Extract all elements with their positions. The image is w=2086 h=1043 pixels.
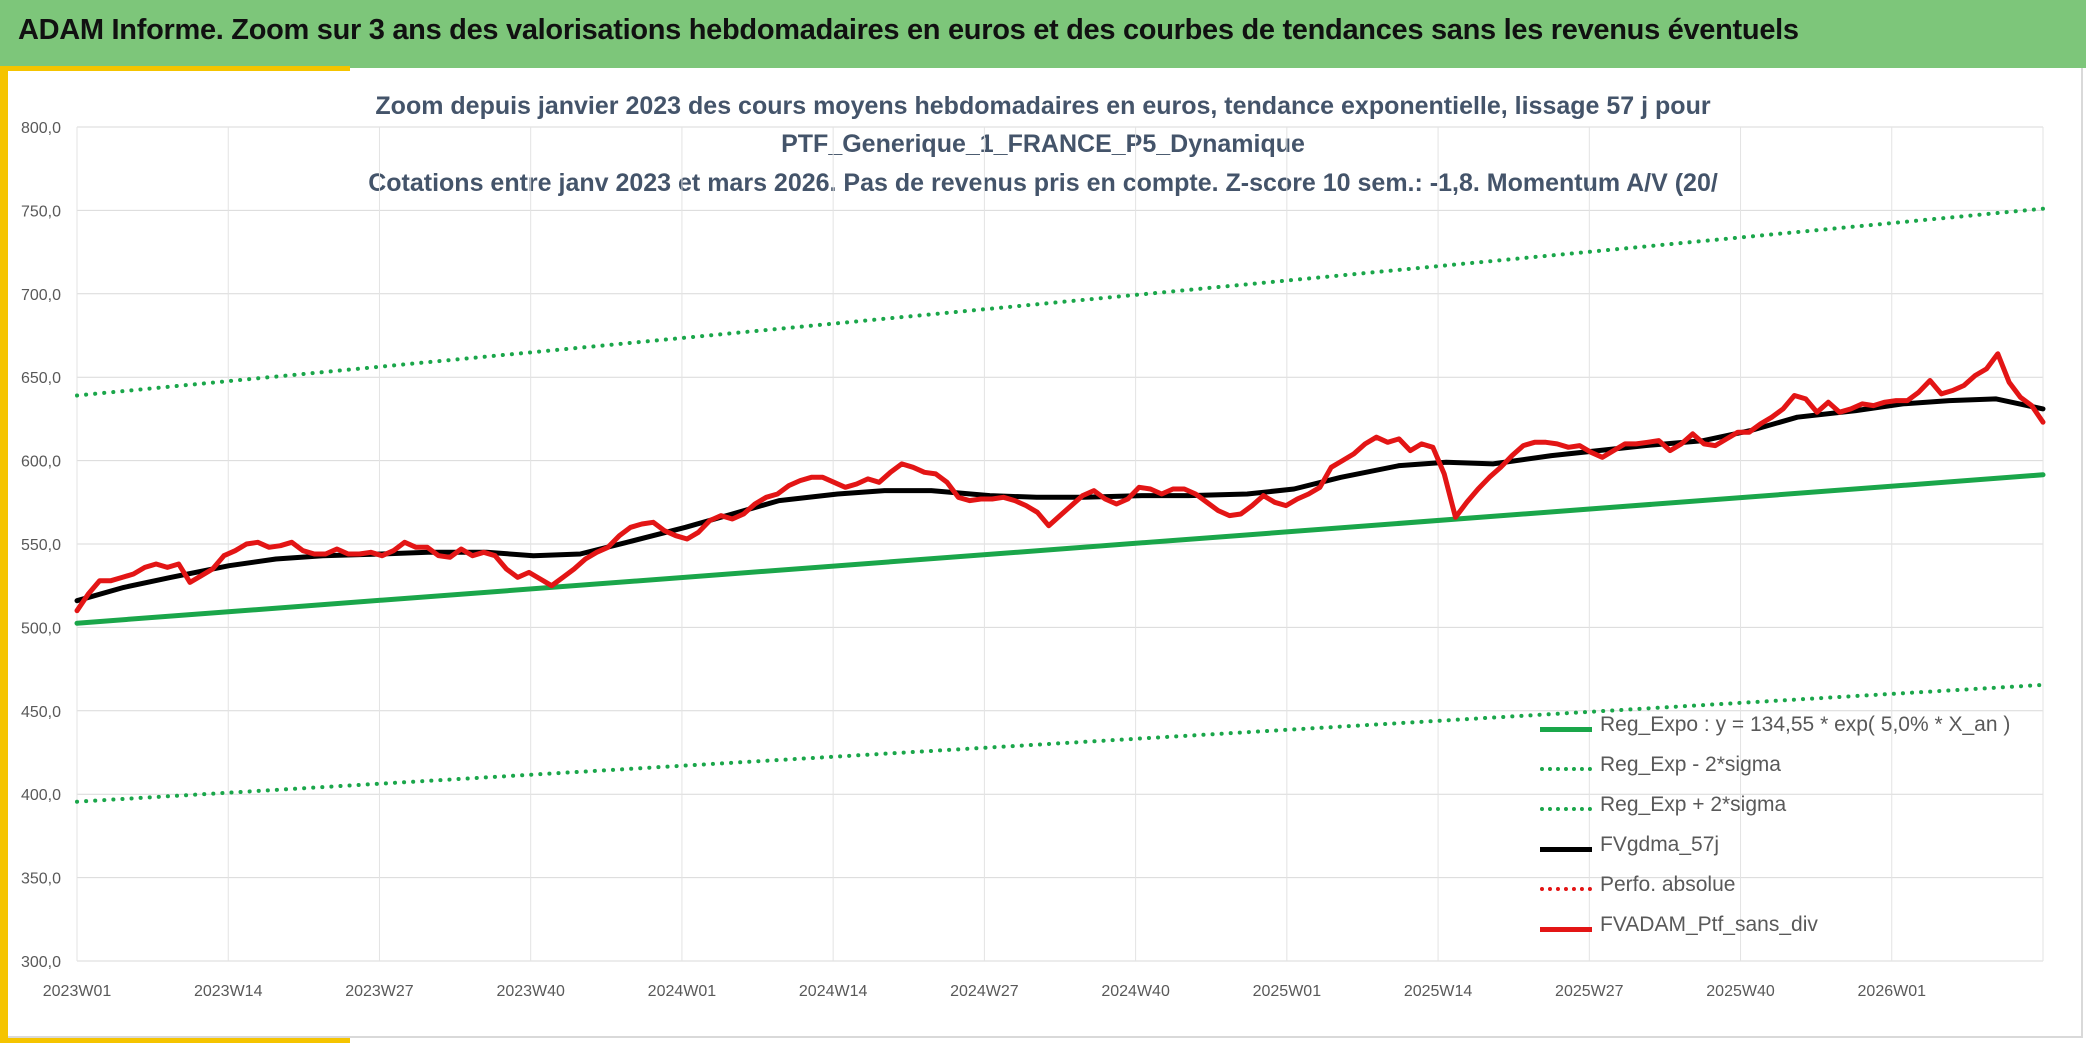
x-tick-label: 2023W40 [496, 983, 565, 1000]
legend-swatch [1540, 727, 1592, 732]
x-tick-label: 2025W40 [1706, 983, 1775, 1000]
y-tick-label: 350,0 [21, 871, 61, 888]
report-title: ADAM Informe. Zoom sur 3 ans des valoris… [18, 14, 1799, 46]
y-axis-ticks: 300,0 350,0 400,0 450,0 500,0 550,0 600,0 650,0… [21, 120, 61, 971]
left-accent-bar [0, 68, 8, 1043]
y-tick-label: 600,0 [21, 454, 61, 471]
legend-swatch [1540, 767, 1592, 771]
bottom-accent-bar [0, 1036, 350, 1043]
legend-label: Reg_Exp + 2*sigma [1600, 793, 1787, 816]
y-tick-label: 750,0 [21, 203, 61, 220]
legend-item: Perfo. absolue [1540, 868, 2080, 908]
legend-swatch [1540, 887, 1592, 891]
report-banner: ADAM Informe. Zoom sur 3 ans des valoris… [0, 0, 2086, 68]
legend-label: FVADAM_Ptf_sans_div [1600, 913, 1818, 936]
chart-frame [8, 68, 2083, 1038]
series-line-reg-exp-2-sigma [75, 206, 2045, 398]
chart-title-line-2: PTF_Generique_1_FRANCE_P5_Dynamique [781, 130, 1305, 158]
y-tick-label: 800,0 [21, 120, 61, 137]
chart-title-line-3: Cotations entre janv 2023 et mars 2026. … [368, 169, 1718, 197]
x-axis-ticks: 2023W01 2023W14 2023W27 2023W40 2024W01 2024W… [43, 983, 1926, 1000]
x-tick-label: 2023W27 [345, 983, 414, 1000]
x-tick-label: 2026W01 [1858, 983, 1927, 1000]
x-tick-label: 2025W27 [1555, 983, 1624, 1000]
top-accent-bar [0, 66, 350, 71]
legend-label: Perfo. absolue [1600, 873, 1736, 896]
y-tick-label: 450,0 [21, 704, 61, 721]
x-tick-label: 2024W40 [1101, 983, 1170, 1000]
x-tick-label: 2023W14 [194, 983, 263, 1000]
x-tick-label: 2025W01 [1253, 983, 1322, 1000]
legend-item: FVADAM_Ptf_sans_div [1540, 908, 2080, 948]
chart-legend: Reg_Expo : y = 134,55 * exp( 5,0% * X_an… [1540, 708, 2080, 948]
y-tick-label: 300,0 [21, 954, 61, 971]
legend-item: FVgdma_57j [1540, 828, 2080, 868]
x-tick-label: 2023W01 [43, 983, 112, 1000]
legend-swatch [1540, 847, 1592, 852]
legend-item: Reg_Exp + 2*sigma [1540, 788, 2080, 828]
y-tick-label: 400,0 [21, 787, 61, 804]
legend-label: Reg_Expo : y = 134,55 * exp( 5,0% * X_an… [1600, 713, 2011, 736]
chart-title-line-1: Zoom depuis janvier 2023 des cours moyen… [375, 92, 1711, 120]
legend-item: Reg_Expo : y = 134,55 * exp( 5,0% * X_an… [1540, 708, 2080, 748]
y-tick-label: 550,0 [21, 537, 61, 554]
series-line-reg-expo-y-134-55-exp-5-0-x-an [74, 472, 2046, 626]
legend-item: Reg_Exp - 2*sigma [1540, 748, 2080, 788]
legend-label: Reg_Exp - 2*sigma [1600, 753, 1781, 776]
x-tick-label: 2025W14 [1404, 983, 1473, 1000]
y-tick-label: 700,0 [21, 287, 61, 304]
x-tick-label: 2024W27 [950, 983, 1019, 1000]
legend-swatch [1540, 927, 1592, 932]
legend-label: FVgdma_57j [1600, 833, 1720, 856]
y-tick-label: 500,0 [21, 620, 61, 637]
legend-swatch [1540, 807, 1592, 811]
series-layer [74, 206, 2046, 804]
series-line-fvgdma-57j [74, 396, 2046, 604]
x-tick-label: 2024W14 [799, 983, 868, 1000]
series-line-reg-exp-2-sigma [75, 682, 2045, 804]
x-tick-label: 2024W01 [648, 983, 717, 1000]
series-line-fvadam-ptf-sans-div [74, 351, 2046, 614]
y-tick-label: 650,0 [21, 370, 61, 387]
